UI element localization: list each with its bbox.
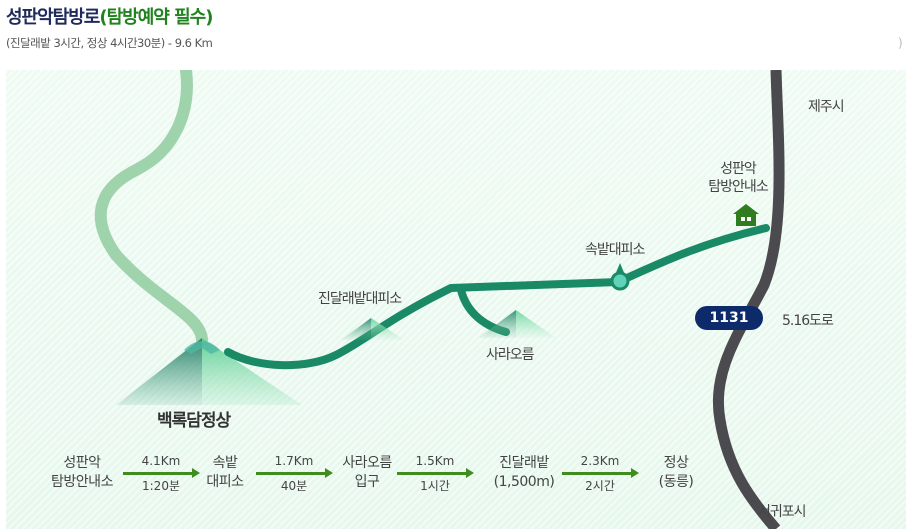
saraoreum-hill (478, 310, 556, 338)
label-road-name: 5.16도로 (782, 313, 834, 329)
arrow-right-icon (397, 468, 474, 478)
route-summary: (진달래밭 3시간, 정상 4시간30분) - 9.6 Km (6, 36, 213, 50)
step-point-line1: 사라오름 (342, 455, 392, 471)
page-title: 성판악탐방로(탐방예약 필수) (6, 3, 213, 29)
step-point-line1: 정상 (663, 455, 689, 471)
house-icon (733, 204, 759, 226)
arrow-right-icon (562, 468, 639, 478)
main-trail-line (224, 224, 770, 370)
segment-time: 40분 (280, 479, 308, 493)
title-reservation-note: (탐방예약 필수) (99, 7, 213, 28)
arrow-right-icon (123, 468, 200, 478)
map-pin-icon (610, 263, 630, 291)
title-main: 성판악탐방로 (6, 7, 100, 28)
step-segment: 1.7Km 40분 (256, 453, 333, 495)
step-point-line2: 탐방안내소 (51, 474, 113, 490)
step-point-line1: 속밭 (212, 455, 238, 471)
road-516-line (712, 70, 785, 529)
segment-time: 2시간 (585, 479, 615, 493)
step-point: 정상 (동릉) (646, 454, 706, 492)
segment-distance: 1.7Km (274, 454, 314, 468)
step-point-line2: (1,500m) (493, 474, 555, 490)
label-sokbat-shelter: 속밭대피소 (585, 242, 645, 258)
step-segment: 1.5Km 1시간 (397, 453, 474, 495)
trail-map: 제주시 서귀포시 성판악 탐방안내소 속밭대피소 진달래밭대피소 사라오름 백록… (6, 70, 906, 529)
step-point-line2: 입구 (354, 474, 380, 490)
jindallaebat-hill (341, 318, 404, 340)
label-visitor-center: 성판악 탐방안내소 (698, 160, 778, 196)
route-steps: 성판악 탐방안내소 4.1Km 1:20분 속밭 대피소 1.7Km 40분 사… (6, 450, 726, 510)
step-point-line2: 대피소 (206, 474, 244, 490)
step-point: 진달래밭 (1,500m) (484, 454, 564, 492)
label-jeju-city: 제주시 (808, 99, 845, 115)
old-trail-line (94, 70, 208, 346)
label-saraoreum: 사라오름 (486, 347, 535, 363)
step-point-line1: 성판악 (63, 455, 101, 471)
arrow-right-icon (256, 468, 333, 478)
route-number-badge: 1131 (695, 306, 763, 330)
step-point-line2: (동릉) (658, 474, 694, 490)
segment-distance: 2.3Km (580, 454, 620, 468)
step-segment: 4.1Km 1:20분 (123, 453, 200, 495)
label-baengnokdam-peak: 백록담정상 (157, 411, 231, 431)
segment-distance: 1.5Km (415, 454, 455, 468)
label-jindallaebat-shelter: 진달래밭대피소 (318, 291, 402, 307)
segment-time: 1:20분 (142, 479, 180, 493)
step-point-line1: 진달래밭 (499, 455, 549, 471)
step-point: 성판악 탐방안내소 (42, 454, 122, 492)
segment-distance: 4.1Km (141, 454, 181, 468)
label-visitor-center-line2: 탐방안내소 (708, 179, 768, 195)
step-point: 사라오름 입구 (332, 454, 402, 492)
label-seogwipo-city: 서귀포시 (758, 504, 807, 520)
step-segment: 2.3Km 2시간 (562, 453, 639, 495)
trail-map-graphics (94, 70, 785, 529)
step-point: 속밭 대피소 (200, 454, 250, 492)
baengnokdam-mountain (116, 338, 302, 405)
segment-time: 1시간 (420, 479, 450, 493)
label-visitor-center-line1: 성판악 (720, 161, 757, 177)
scroll-hint: ) (898, 36, 903, 50)
